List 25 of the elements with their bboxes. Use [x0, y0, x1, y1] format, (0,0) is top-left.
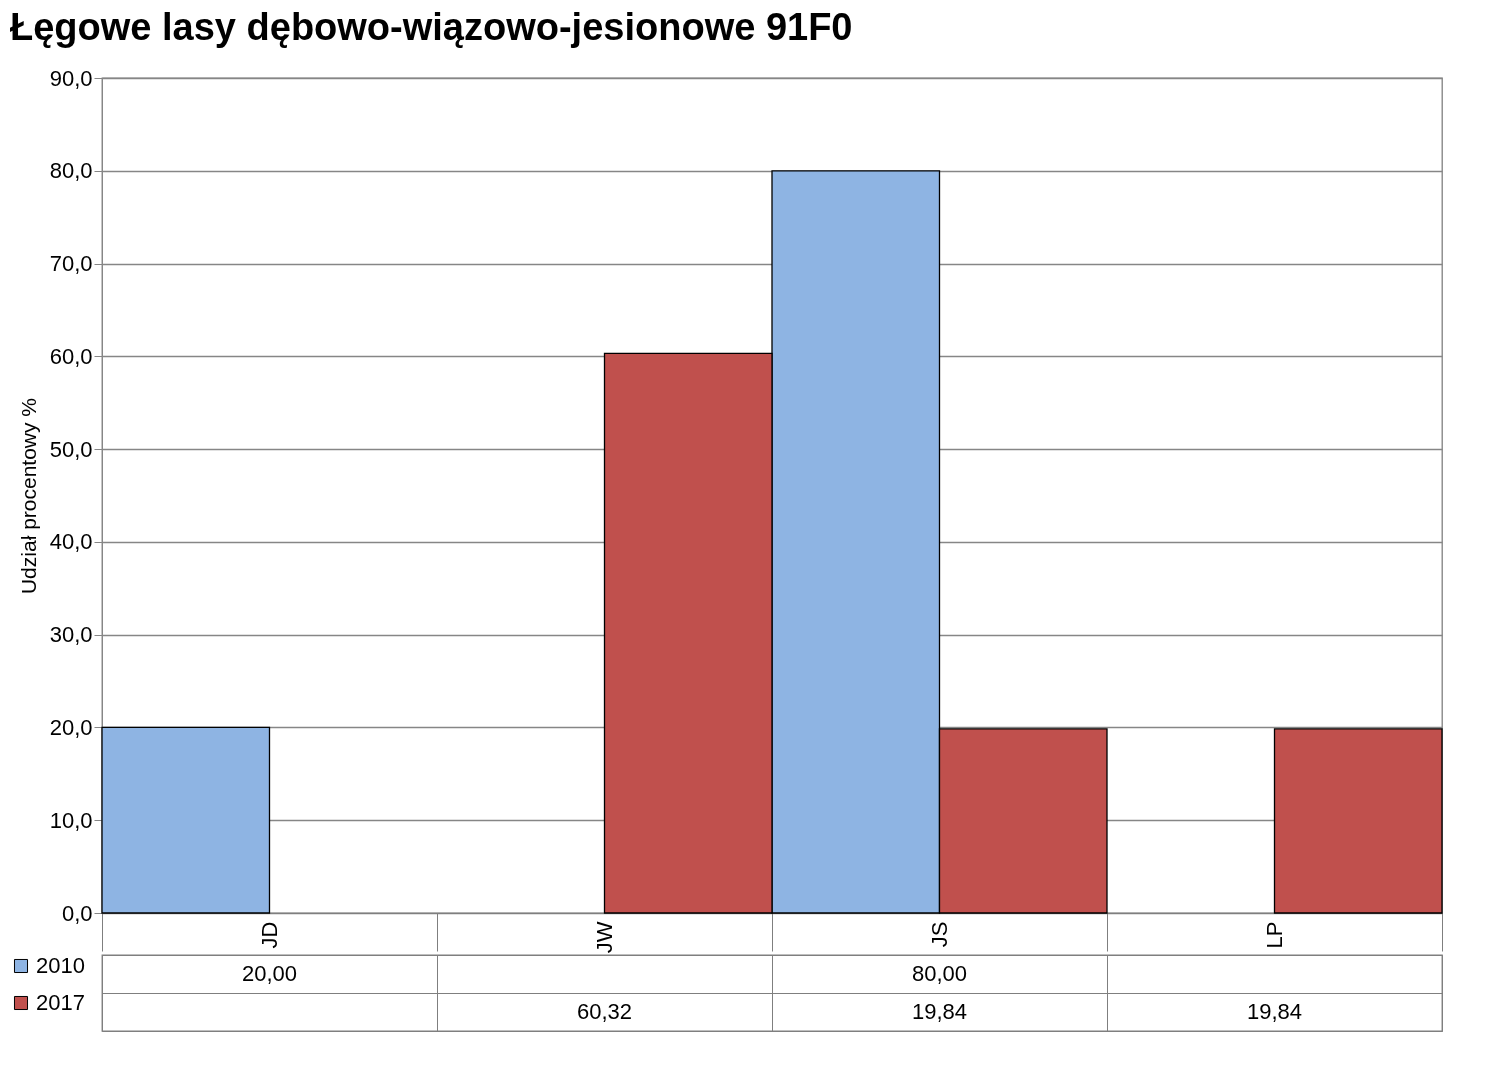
x-tick-label: LP	[1262, 921, 1287, 949]
x-tick-label: JD	[257, 921, 282, 949]
y-axis-title: Udział procentowy %	[16, 397, 40, 595]
data-label: 20,00	[241, 961, 298, 986]
y-tick-label: 10,0	[49, 807, 93, 833]
y-tick-label: 80,0	[49, 158, 93, 184]
x-tick-label: JW	[592, 921, 617, 954]
legend-label: 2017	[36, 990, 85, 1015]
y-tick-label: 90,0	[49, 65, 93, 91]
y-tick-label: 20,0	[49, 714, 93, 740]
y-tick-label: 30,0	[49, 622, 93, 648]
y-tick-label: 0,0	[61, 900, 93, 926]
data-label: 19,84	[1246, 999, 1303, 1024]
x-tick-label: JS	[927, 921, 952, 948]
bar	[101, 726, 271, 914]
data-label: 60,32	[576, 999, 633, 1024]
chart-title: Łęgowe lasy dębowo-wiązowo-jesionowe 91F0	[10, 6, 853, 49]
y-tick-label: 70,0	[49, 251, 93, 277]
legend-label: 2010	[36, 953, 85, 978]
bar	[1273, 728, 1443, 914]
y-tick-label: 50,0	[49, 436, 93, 462]
y-tick-label: 60,0	[49, 343, 93, 369]
data-label: 80,00	[911, 961, 968, 986]
data-label: 19,84	[911, 999, 968, 1024]
y-tick-label: 40,0	[49, 529, 93, 555]
